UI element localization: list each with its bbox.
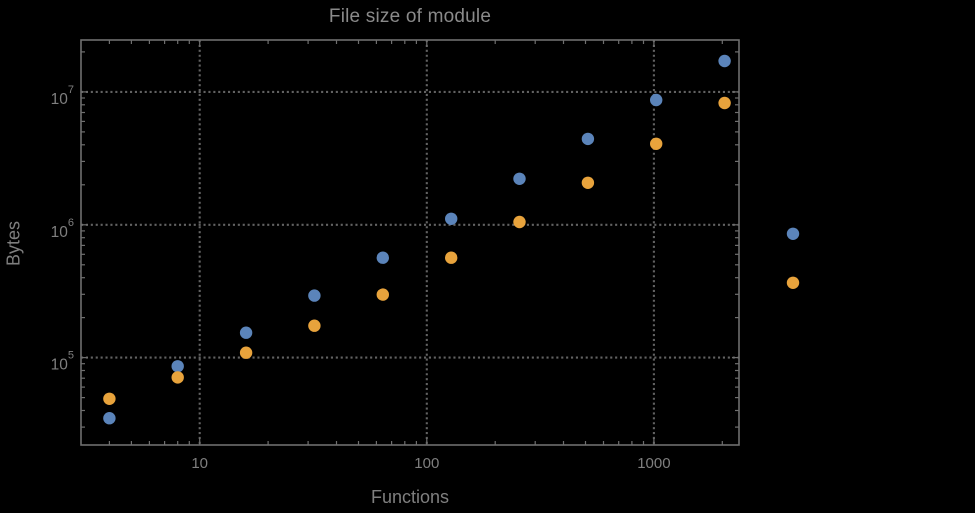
data-point [786,276,800,289]
series-2-orange [103,96,800,405]
x-axis-label: Functions [370,487,450,507]
grid-lines [81,40,739,445]
data-point [308,289,321,302]
y-axis-label: Bytes [3,220,24,267]
x-tick-labels: 10 100 1000 [191,455,670,472]
data-point [786,227,800,240]
axis-ticks [81,40,739,445]
plot-frame [80,39,740,446]
data-point [445,212,458,225]
y-tick-labels: 105 106 107 [51,84,74,374]
y-tick-label: 105 [51,350,74,374]
data-point [171,360,184,373]
data-point [718,54,731,68]
data-point [376,288,389,301]
data-point [239,346,253,359]
x-tick-label: 100 [414,455,439,472]
data-point [376,251,389,264]
data-point [718,96,731,110]
series-1-blue [103,54,800,425]
data-point [650,93,663,107]
data-point [103,392,116,405]
x-tick-label: 1000 [637,455,670,472]
data-point [581,176,595,189]
data-point [650,137,663,150]
y-tick-label: 107 [51,84,74,108]
data-point [239,326,253,339]
data-point [171,371,184,384]
data-point [513,215,526,229]
data-point [308,319,321,332]
data-point [513,172,526,185]
chart-title: File size of module [328,6,492,27]
data-point [103,412,116,425]
y-tick-label: 106 [51,217,74,241]
data-point [581,132,595,146]
data-point [445,251,458,264]
x-tick-label: 10 [191,455,208,472]
